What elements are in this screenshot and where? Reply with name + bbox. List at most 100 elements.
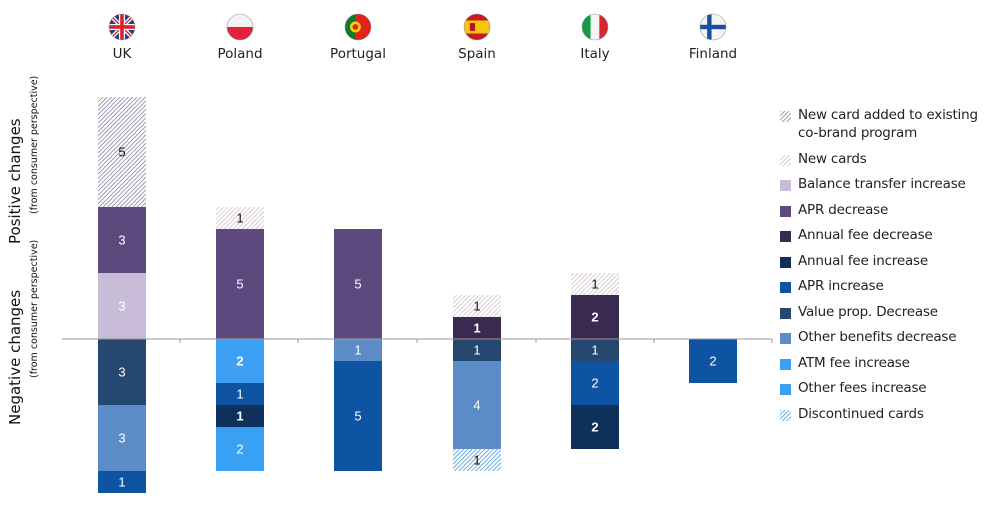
legend-label: Annual fee decrease (798, 227, 933, 243)
bar-segment-italy-value-prop-decrease (571, 339, 619, 361)
bar-segment-finland-apr-increase (689, 339, 737, 383)
legend-swatch (780, 409, 791, 421)
data-label-uk-value-prop-decrease: 3 (118, 365, 125, 380)
legend-label: ATM fee increase (798, 354, 910, 371)
bar-segment-italy-annual-fee-decrease (571, 295, 619, 339)
bar-segment-portugal-apr-decrease (334, 229, 382, 339)
legend-label: Annual fee increase (798, 252, 928, 269)
category-label-spain: Spain (458, 46, 496, 62)
data-label-uk-apr-increase: 1 (118, 475, 125, 490)
category-label-poland: Poland (217, 46, 262, 62)
bar-segment-uk-balance-transfer-increase (98, 273, 146, 339)
data-label-portugal-apr-decrease: 5 (354, 277, 361, 292)
legend-swatch (780, 333, 791, 344)
legend-swatch (780, 384, 791, 395)
legend-label: Other benefits decrease (798, 329, 957, 345)
bar-segment-poland-other-fees-increase (216, 427, 264, 471)
legend-swatch (780, 154, 791, 166)
bar-segment-spain-new-cards (453, 295, 501, 317)
bar-segment-italy-apr-increase (571, 361, 619, 405)
bar-stack-italy: 2 1 1 2 2 (571, 273, 619, 449)
legend-swatch (780, 358, 791, 370)
bar-segment-uk-other-benefits-decrease (98, 405, 146, 471)
data-label-poland-apr-decrease: 5 (236, 277, 243, 292)
country-flags (108, 13, 727, 41)
data-label-uk-new-card-added-to-existing-co-brand-program: 5 (118, 145, 125, 160)
bar-segment-portugal-apr-increase (334, 361, 382, 471)
legend-swatch (780, 180, 791, 191)
bar-stack-portugal: 5 1 5 (334, 229, 382, 471)
negative-axis-subtitle: (from consumer perspective) (29, 239, 40, 378)
bar-segment-poland-apr-decrease (216, 229, 264, 339)
category-label-portugal: Portugal (330, 46, 386, 62)
legend-item-annual-fee-increase: Annual fee increase (780, 252, 980, 270)
italy-flag-icon (581, 13, 609, 41)
data-label-spain-discontinued-cards: 1 (473, 453, 480, 468)
legend-swatch (780, 256, 791, 268)
legend-item-new-cards: New cards (780, 150, 980, 168)
bar-segment-uk-apr-decrease (98, 207, 146, 273)
legend-swatch (780, 307, 791, 319)
bar-segment-poland-atm-fee-increase (216, 339, 264, 383)
bar-stack-spain: 1 1 1 4 1 (453, 295, 501, 471)
data-label-spain-new-cards: 1 (473, 299, 480, 314)
data-label-poland-new-cards: 1 (236, 211, 243, 226)
bar-stack-uk: 3 3 5 3 3 1 (98, 97, 146, 493)
spain-flag-icon (463, 13, 491, 41)
data-label-spain-value-prop-decrease: 1 (473, 343, 480, 358)
data-label-spain-other-benefits-decrease: 4 (473, 398, 480, 413)
data-label-portugal-other-benefits-decrease: 1 (354, 343, 361, 358)
legend-swatch (780, 111, 791, 122)
bar-segment-uk-value-prop-decrease (98, 339, 146, 405)
legend-item-other-fees-increase: Other fees increase (780, 379, 980, 397)
legend-label: Balance transfer increase (798, 176, 966, 192)
data-label-italy-annual-fee-increase: 2 (591, 420, 598, 435)
bar-segment-uk-new-card-added-to-existing-co-brand-program (98, 97, 146, 207)
data-label-finland-apr-increase: 2 (709, 354, 716, 369)
legend-swatch (780, 205, 791, 217)
data-label-uk-balance-transfer-increase: 3 (118, 299, 125, 314)
legend-item-value-prop-decrease: Value prop. Decrease (780, 303, 980, 321)
bar-segment-spain-other-benefits-decrease (453, 361, 501, 449)
legend-swatch (780, 231, 791, 242)
data-label-poland-annual-fee-increase: 1 (236, 409, 243, 424)
positive-axis-subtitle: (from consumer perspective) (29, 75, 40, 214)
legend-swatch (780, 282, 791, 293)
data-label-uk-other-benefits-decrease: 3 (118, 431, 125, 446)
bar-segment-spain-value-prop-decrease (453, 339, 501, 361)
bar-segment-poland-new-cards (216, 207, 264, 229)
category-label-uk: UK (113, 46, 133, 62)
poland-flag-icon (226, 13, 254, 41)
bars: 3 3 5 3 3 1 5 1 2 1 1 2 5 1 5 1 1 1 4 1 2 1 1 2 2 2 (98, 97, 737, 493)
category-label-finland: Finland (689, 46, 737, 62)
bar-segment-poland-annual-fee-increase (216, 405, 264, 427)
data-label-spain-annual-fee-decrease: 1 (473, 321, 480, 336)
category-label-italy: Italy (580, 46, 609, 62)
legend-item-atm-fee-increase: ATM fee increase (780, 354, 980, 372)
negative-axis-title: Negative changes (6, 289, 24, 425)
bar-segment-italy-annual-fee-increase (571, 405, 619, 449)
legend-item-balance-transfer-increase: Balance transfer increase (780, 175, 980, 193)
legend-label: Other fees increase (798, 380, 927, 396)
bar-segment-spain-annual-fee-decrease (453, 317, 501, 339)
legend-item-other-benefits-decrease: Other benefits decrease (780, 328, 980, 346)
data-label-portugal-apr-increase: 5 (354, 409, 361, 424)
bar-segment-portugal-other-benefits-decrease (334, 339, 382, 361)
data-label-italy-annual-fee-decrease: 2 (591, 310, 598, 325)
legend-item-apr-increase: APR increase (780, 277, 980, 295)
bar-stack-poland: 5 1 2 1 1 2 (216, 207, 264, 471)
legend-item-annual-fee-decrease: Annual fee decrease (780, 226, 980, 244)
portugal-flag-icon (344, 13, 372, 41)
legend-label: New cards (798, 150, 867, 167)
bar-stack-finland: 2 (689, 339, 737, 383)
data-label-poland-apr-increase: 1 (236, 387, 243, 402)
legend-item-new-card-added-to-existing-co-brand-program: New card added to existing co-brand prog… (780, 106, 980, 142)
baseline (62, 338, 773, 343)
data-label-uk-apr-decrease: 3 (118, 233, 125, 248)
legend: New card added to existing co-brand prog… (780, 106, 980, 430)
legend-label: Discontinued cards (798, 405, 924, 422)
category-labels: UK Poland Portugal Spain Italy Finland (113, 46, 737, 62)
data-label-poland-atm-fee-increase: 2 (236, 354, 243, 369)
legend-label: New card added to existing co-brand prog… (798, 107, 978, 141)
